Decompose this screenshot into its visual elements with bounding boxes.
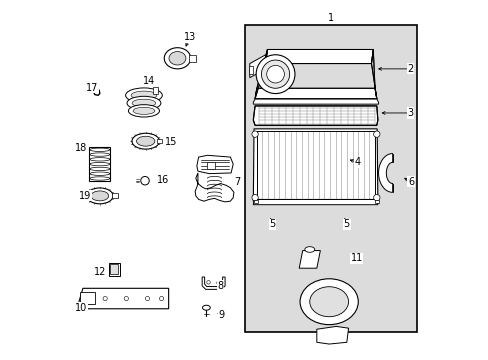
Bar	[89, 147, 110, 181]
Circle shape	[251, 131, 258, 137]
Text: 5: 5	[269, 219, 275, 229]
Ellipse shape	[136, 136, 155, 146]
Ellipse shape	[304, 247, 314, 252]
Ellipse shape	[169, 51, 185, 65]
Bar	[112, 193, 118, 198]
Circle shape	[206, 280, 210, 284]
Ellipse shape	[202, 305, 210, 310]
Circle shape	[266, 66, 284, 83]
Polygon shape	[265, 49, 372, 64]
Bar	[110, 264, 118, 274]
Circle shape	[103, 296, 107, 301]
Text: 9: 9	[218, 310, 224, 320]
Circle shape	[217, 280, 220, 284]
Polygon shape	[255, 49, 267, 99]
Text: 17: 17	[86, 82, 98, 93]
Ellipse shape	[131, 91, 157, 100]
Text: 18: 18	[75, 143, 87, 153]
Circle shape	[87, 296, 91, 301]
Ellipse shape	[300, 279, 358, 325]
Polygon shape	[195, 173, 233, 202]
Ellipse shape	[133, 107, 155, 114]
Circle shape	[256, 55, 294, 94]
Ellipse shape	[86, 188, 113, 204]
Polygon shape	[253, 106, 377, 125]
Circle shape	[141, 176, 149, 185]
Bar	[244, 25, 417, 332]
Text: 7: 7	[234, 177, 240, 187]
Bar	[249, 66, 252, 74]
Circle shape	[251, 194, 258, 201]
Text: 10: 10	[75, 303, 87, 313]
Text: 16: 16	[157, 175, 169, 185]
Circle shape	[261, 60, 289, 88]
Bar	[157, 139, 162, 143]
Polygon shape	[378, 153, 392, 192]
Ellipse shape	[309, 287, 348, 317]
Text: 11: 11	[350, 253, 362, 263]
Ellipse shape	[132, 99, 156, 107]
Circle shape	[124, 296, 128, 301]
Text: 14: 14	[143, 76, 155, 86]
Bar	[108, 262, 120, 276]
Polygon shape	[253, 199, 377, 205]
Ellipse shape	[128, 105, 159, 117]
Polygon shape	[202, 277, 224, 289]
Circle shape	[159, 296, 163, 301]
Bar	[81, 292, 94, 303]
Circle shape	[373, 131, 379, 137]
Bar	[254, 200, 258, 203]
Text: 6: 6	[407, 177, 413, 187]
Ellipse shape	[164, 48, 190, 69]
Polygon shape	[371, 49, 376, 99]
Polygon shape	[253, 129, 377, 201]
Text: 3: 3	[407, 108, 412, 118]
Ellipse shape	[125, 88, 162, 103]
Bar	[375, 200, 379, 203]
Circle shape	[373, 194, 379, 201]
Polygon shape	[255, 88, 376, 99]
Text: 2: 2	[407, 64, 412, 74]
Text: 1: 1	[327, 13, 333, 23]
Circle shape	[145, 296, 149, 301]
Text: 12: 12	[94, 267, 106, 277]
Polygon shape	[249, 55, 265, 78]
Polygon shape	[299, 251, 320, 268]
Polygon shape	[253, 99, 378, 104]
Ellipse shape	[127, 96, 161, 110]
Polygon shape	[316, 327, 348, 344]
Bar	[152, 87, 158, 94]
Text: 13: 13	[183, 32, 196, 42]
Text: 8: 8	[217, 281, 223, 291]
Text: 19: 19	[79, 190, 91, 201]
Bar	[189, 55, 195, 62]
Text: 4: 4	[354, 157, 360, 167]
Text: 5: 5	[343, 219, 349, 229]
Bar	[207, 162, 215, 170]
Ellipse shape	[91, 191, 108, 201]
Polygon shape	[79, 288, 168, 309]
Polygon shape	[197, 155, 233, 174]
Text: 15: 15	[164, 137, 177, 147]
Ellipse shape	[132, 133, 159, 149]
